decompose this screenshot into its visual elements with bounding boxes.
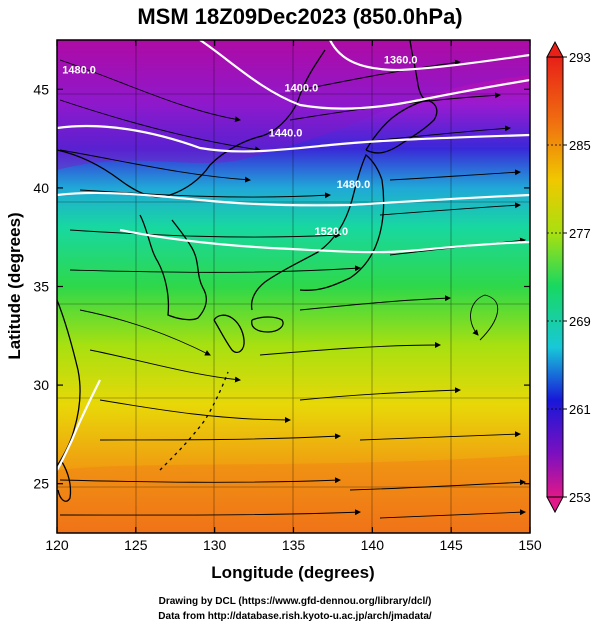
colorbar-label: 261: [569, 402, 591, 417]
colorbar-label: 253: [569, 490, 591, 505]
colorbar-label: 293: [569, 50, 591, 65]
streamline: [89, 349, 241, 383]
streamline: [79, 309, 211, 356]
streamline: [69, 265, 361, 273]
coastline-mainland: [57, 49, 326, 198]
streamline: [79, 189, 331, 199]
streamline: [59, 149, 251, 183]
contour-line-1520: [119, 228, 530, 254]
streamline: [299, 387, 461, 401]
streamline: [299, 59, 461, 91]
colorbar-label: 269: [569, 314, 591, 329]
colorbar-top-triangle: [546, 40, 564, 58]
x-tick-label: 130: [203, 537, 227, 553]
streamline: [359, 431, 521, 441]
coastline-korea: [139, 214, 207, 321]
coastline-kyushu: [213, 314, 245, 354]
x-axis-label: Longitude (degrees): [211, 563, 374, 582]
streamline: [59, 509, 361, 516]
warm-region-shading: [57, 455, 530, 533]
contour-label: 1400.0: [285, 82, 319, 94]
streamline: [99, 399, 291, 423]
contour-line-west: [57, 379, 101, 471]
x-tick-label: 140: [361, 537, 385, 553]
streamline: [470, 294, 499, 341]
x-tick-label: 125: [124, 537, 148, 553]
colorbar-label: 277: [569, 226, 591, 241]
streamline: [299, 295, 451, 311]
credit-drawing: Drawing by DCL (https://www.gfd-dennou.o…: [159, 596, 432, 607]
y-tick-label: 30: [33, 377, 49, 393]
coastline-taiwan: [57, 461, 72, 502]
contour-line-1440: [57, 124, 530, 153]
x-tick-label: 145: [439, 537, 463, 553]
streamlines: [59, 59, 526, 519]
colorbar-bottom-triangle: [546, 496, 564, 514]
streamline: [379, 202, 521, 216]
streamline: [259, 342, 441, 356]
coastline-hokkaido: [365, 99, 438, 154]
colorbar-body: [546, 56, 564, 498]
streamline: [349, 479, 526, 491]
x-tick-label: 150: [518, 537, 542, 553]
colorbar: 293 285 277 269 261 253: [546, 40, 591, 514]
x-axis-ticks: 120 125 130 135 140 145 150: [45, 40, 542, 553]
contour-line-1480: [57, 191, 530, 207]
streamline: [59, 477, 341, 484]
y-tick-label: 40: [33, 180, 49, 196]
y-axis-ticks: 25 30 35 40 45: [33, 81, 530, 492]
y-tick-label: 45: [33, 81, 49, 97]
contour-label: 1360.0: [384, 55, 418, 67]
contour-line-1400: [199, 40, 530, 110]
contour-line-1360: [329, 40, 530, 72]
streamline: [69, 229, 341, 239]
lat-lon-grid: [57, 40, 530, 533]
colorbar-labels: 293 285 277 269 261 253: [547, 50, 591, 505]
height-contours: [57, 40, 530, 471]
plot-area: 1480.0 1360.0 1400.0 1440.0 1480.0 1520.0: [57, 40, 530, 533]
streamline: [99, 433, 341, 441]
cold-region-shading: [57, 40, 530, 170]
streamline: [59, 59, 241, 123]
y-axis-label: Latitude (degrees): [5, 212, 24, 359]
contour-label: 1480.0: [62, 65, 96, 77]
chart-title: MSM 18Z09Dec2023 (850.0hPa): [137, 4, 462, 29]
credit-data: Data from http://database.rish.kyoto-u.a…: [158, 611, 432, 622]
streamline: [59, 99, 261, 153]
streamline: [389, 169, 521, 181]
colorbar-label: 285: [569, 138, 591, 153]
y-tick-label: 35: [33, 279, 49, 295]
contour-label: 1480.0: [337, 179, 371, 191]
contour-label: 1520.0: [315, 226, 349, 238]
coastline-shikoku: [251, 316, 284, 333]
x-tick-label: 135: [282, 537, 306, 553]
contour-label: 1440.0: [269, 128, 303, 140]
x-tick-label: 120: [45, 537, 69, 553]
contour-labels: 1480.0 1360.0 1400.0 1440.0 1480.0 1520.0: [62, 55, 417, 239]
streamline: [379, 509, 526, 519]
y-tick-label: 25: [33, 476, 49, 492]
